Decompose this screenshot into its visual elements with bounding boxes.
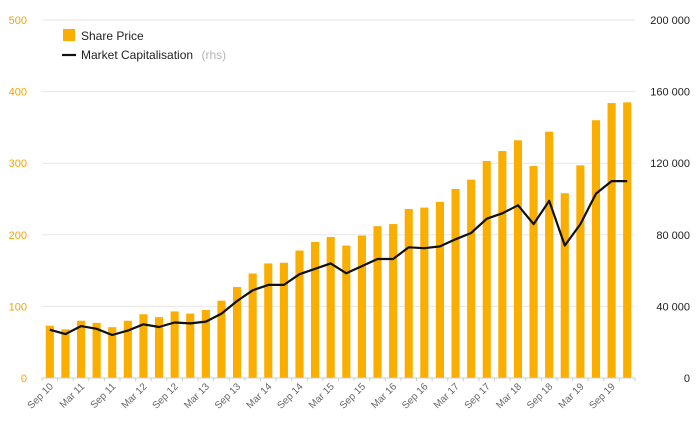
- left-tick-label: 400: [9, 87, 27, 99]
- legend-share-price-label: Share Price: [81, 29, 144, 43]
- share-price-bar: [170, 311, 179, 378]
- share-price-bar: [373, 226, 382, 378]
- share-price-bar: [529, 166, 538, 378]
- share-price-bar: [295, 250, 304, 378]
- share-price-bar: [560, 193, 569, 378]
- share-price-bar: [233, 287, 242, 378]
- x-axis: Sep 10 Mar 11 Sep 11 Mar 12 Sep 12 Mar 13 Sep …: [26, 377, 636, 412]
- x-tick-label: Sep 16: [400, 381, 430, 411]
- share-price-bar: [123, 320, 132, 378]
- share-price-bar: [311, 241, 320, 378]
- share-price-bar: [545, 131, 554, 378]
- x-tick-label: Sep 15: [338, 381, 368, 411]
- share-price-bar: [217, 300, 226, 378]
- right-tick-label: 0: [684, 373, 690, 385]
- x-tick-label: Sep 12: [151, 381, 181, 411]
- x-tick-label: Mar 14: [245, 381, 275, 411]
- left-tick-label: 100: [9, 301, 27, 313]
- share-price-bar: [201, 309, 210, 378]
- left-tick-label: 500: [9, 15, 27, 27]
- share-price-bar: [435, 201, 444, 378]
- share-price-bar: [154, 317, 164, 378]
- x-tick-label: Mar 18: [494, 381, 524, 411]
- legend-market-cap-note: (rhs): [202, 48, 227, 62]
- legend-market-cap-text: Market Capitalisation (rhs): [81, 46, 226, 63]
- share-price-bar: [607, 103, 616, 378]
- share-price-bar: [576, 165, 585, 378]
- x-tick-label: Mar 16: [369, 381, 399, 411]
- share-price-bar: [467, 179, 476, 378]
- x-tick-label: Sep 18: [525, 381, 555, 411]
- share-price-bar: [389, 224, 398, 378]
- share-price-bar: [92, 322, 101, 378]
- market-cap-line: [49, 180, 628, 337]
- right-tick-label: 80 000: [656, 230, 690, 242]
- left-tick-label: 300: [9, 158, 27, 170]
- right-tick-label: 40 000: [656, 301, 690, 313]
- x-tick-label: Sep 14: [275, 381, 305, 411]
- x-tick-label: Sep 11: [89, 381, 119, 411]
- x-tick-label: Mar 12: [120, 381, 150, 411]
- x-tick-label: Mar 11: [58, 381, 88, 411]
- share-price-bar: [513, 140, 523, 378]
- right-tick-label: 200 000: [650, 15, 690, 27]
- share-price-bar: [591, 120, 601, 379]
- share-price-bar: [404, 209, 413, 378]
- share-price-bar: [420, 207, 429, 378]
- share-price-bar: [623, 102, 632, 378]
- share-price-bar: [248, 273, 257, 378]
- left-tick-label: 200: [9, 230, 27, 242]
- x-tick-label: Mar 15: [307, 381, 337, 411]
- right-axis: 0 40 000 80 000 120 000 160 000 200 000: [650, 15, 690, 385]
- x-tick-label: Sep 17: [463, 381, 493, 411]
- share-price-bar: [45, 325, 54, 378]
- right-tick-label: 160 000: [650, 87, 690, 99]
- share-price-bar: [326, 236, 335, 378]
- share-price-bar: [108, 327, 117, 378]
- x-tick-label: Sep 13: [213, 381, 243, 411]
- x-tick-label: Mar 17: [432, 381, 462, 411]
- share-price-bar: [186, 313, 195, 378]
- x-tick-label: Mar 19: [557, 381, 587, 411]
- right-tick-label: 120 000: [650, 158, 690, 170]
- left-tick-label: 0: [21, 373, 27, 385]
- share-price-bar: [76, 320, 86, 378]
- share-price-bar: [279, 262, 288, 378]
- share-price-bar: [498, 151, 507, 378]
- share-price-bar: [482, 161, 491, 378]
- share-price-bar: [451, 188, 460, 378]
- x-tick-label: Sep 19: [588, 381, 618, 411]
- legend: Share Price Market Capitalisation (rhs): [62, 29, 226, 63]
- x-tick-label: Sep 10: [26, 381, 56, 411]
- share-price-bar: [139, 314, 148, 378]
- share-price-bar: [264, 263, 273, 378]
- legend-share-price-swatch: [63, 29, 75, 41]
- legend-market-cap-label: Market Capitalisation: [81, 48, 193, 62]
- share-price-bar: [342, 245, 351, 378]
- share-price-bar: [61, 329, 70, 378]
- left-axis: 0 100 200 300 400 500: [9, 15, 27, 385]
- share-price-bar: [357, 235, 366, 378]
- share-price-bars: [45, 102, 632, 379]
- x-tick-label: Mar 13: [182, 381, 212, 411]
